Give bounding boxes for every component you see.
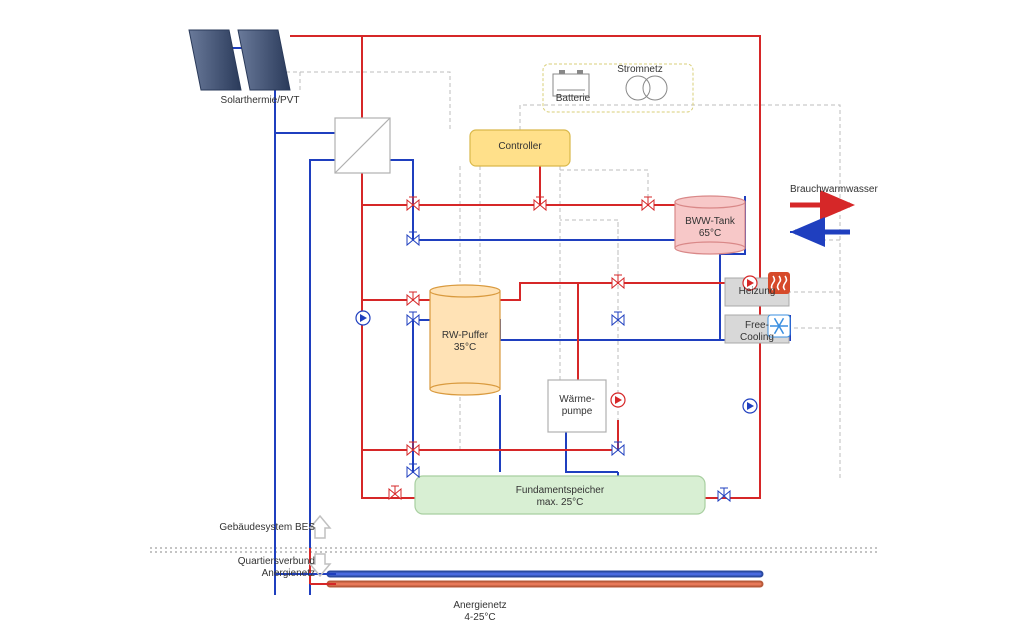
controller-box bbox=[470, 130, 570, 166]
cold-pipe bbox=[390, 160, 413, 240]
foundation-storage bbox=[415, 476, 705, 514]
cold-pipe bbox=[566, 432, 618, 472]
section-arrow bbox=[310, 516, 330, 538]
solar-panel bbox=[189, 30, 241, 90]
heat-pump bbox=[548, 380, 606, 432]
control-line bbox=[560, 170, 648, 205]
hot-pipe bbox=[490, 283, 725, 300]
control-line bbox=[520, 105, 555, 130]
cold-pipe bbox=[310, 160, 335, 595]
bww-tank bbox=[675, 202, 745, 248]
energy-system-diagram bbox=[0, 0, 1024, 631]
battery-icon bbox=[553, 74, 589, 96]
solar-panel bbox=[238, 30, 290, 90]
rw-buffer bbox=[430, 291, 500, 389]
control-line bbox=[560, 220, 618, 283]
